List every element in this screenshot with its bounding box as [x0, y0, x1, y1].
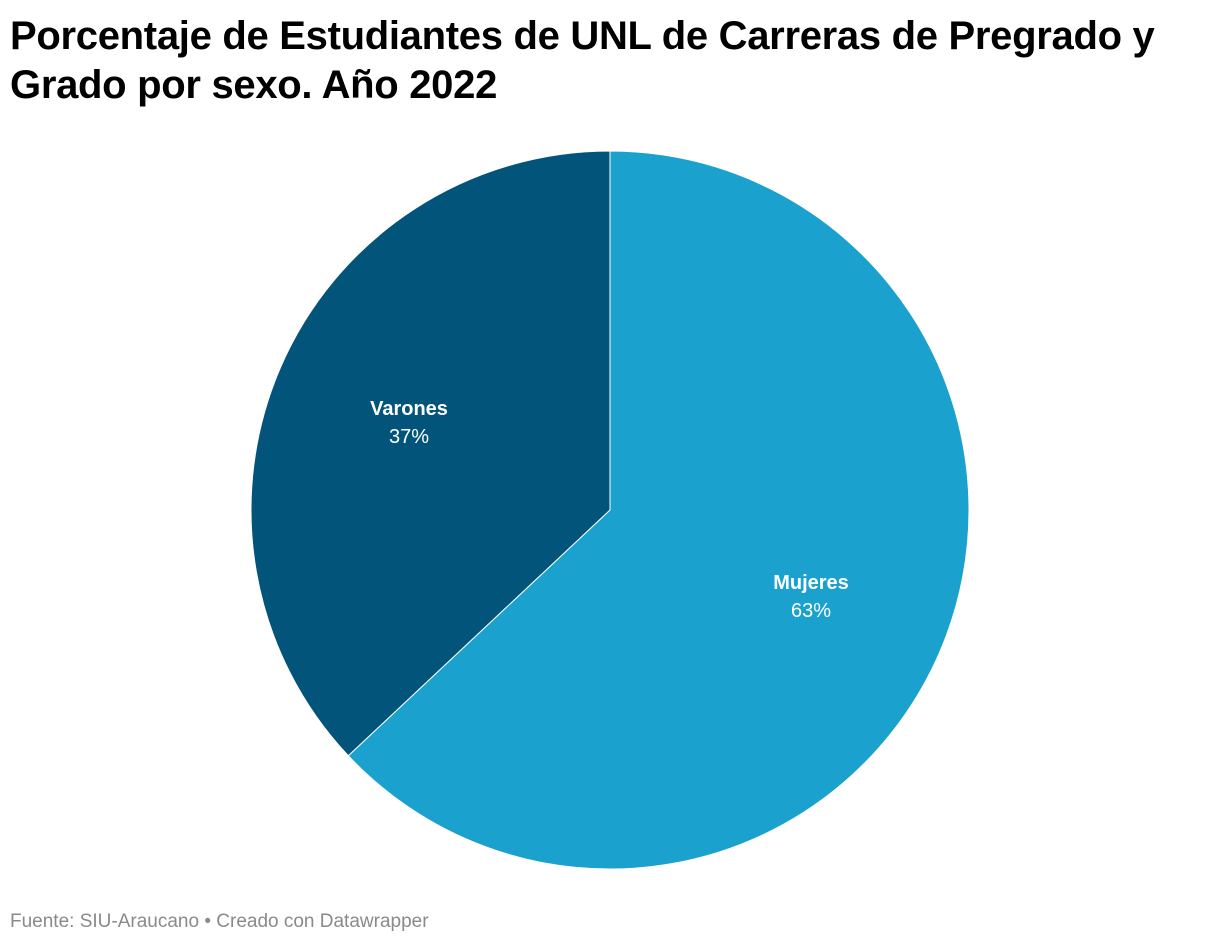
chart-footer: Fuente: SIU-Araucano • Creado con Datawr…	[10, 909, 429, 935]
slice-value-varones: 37%	[389, 426, 429, 448]
source-text: Fuente: SIU-Araucano	[10, 911, 200, 932]
pie-labels: Mujeres 63% Varones 37%	[370, 398, 849, 622]
credit-text: Creado con Datawrapper	[216, 911, 429, 932]
pie-slice-mujeres	[347, 150, 970, 870]
slice-label-mujeres: Mujeres	[773, 572, 849, 594]
pie-slices	[250, 150, 970, 870]
pie-slice-varones	[250, 150, 611, 757]
chart-title: Porcentaje de Estudiantes de UNL de Carr…	[10, 14, 1155, 107]
footer-separator: •	[204, 911, 211, 932]
slice-value-mujeres: 63%	[791, 600, 831, 622]
slice-label-varones: Varones	[370, 398, 448, 420]
